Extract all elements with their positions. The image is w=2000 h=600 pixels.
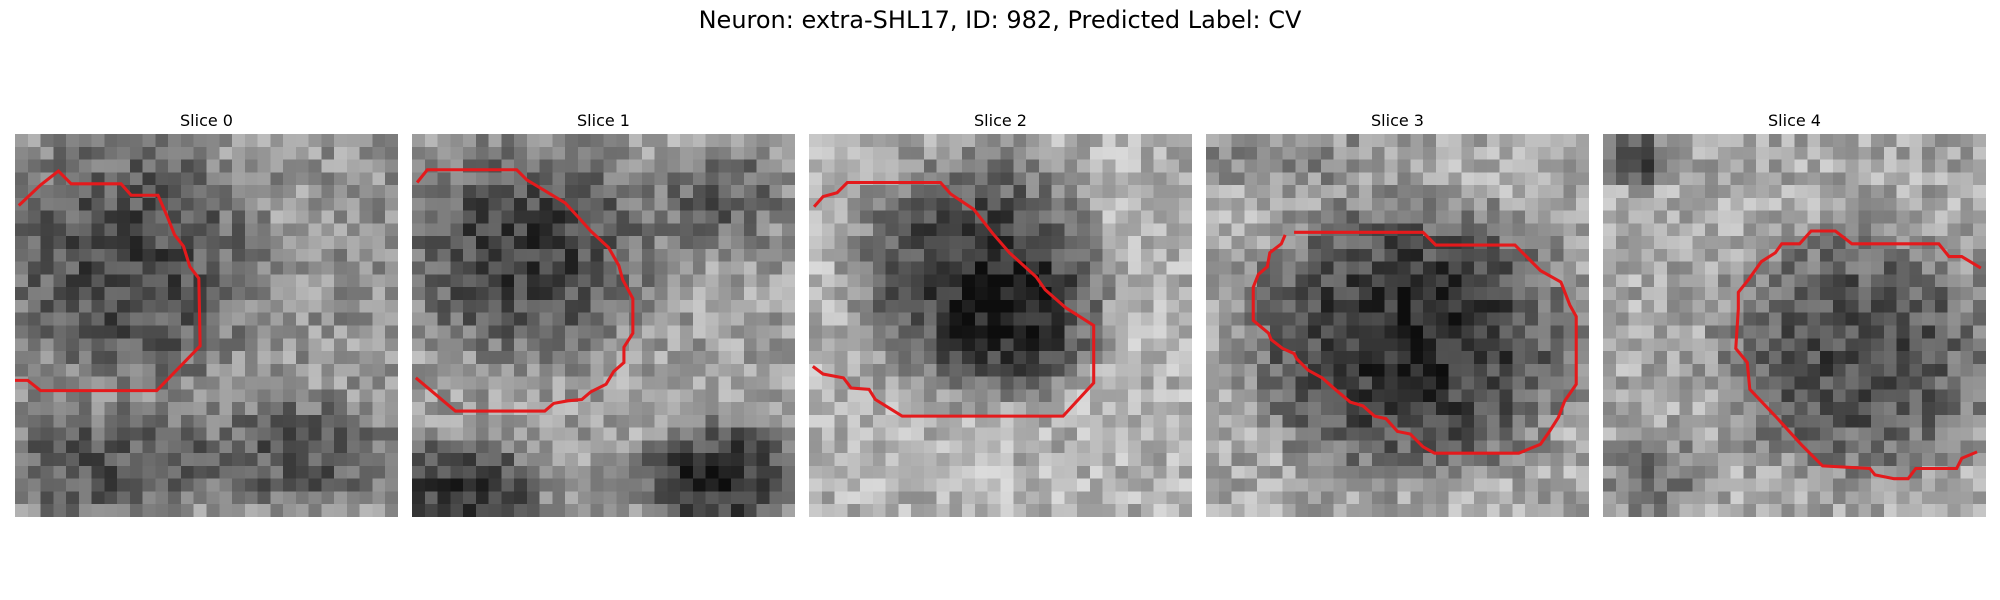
slice-title-3: Slice 3 <box>1371 111 1424 130</box>
figure-title: Neuron: extra-SHL17, ID: 982, Predicted … <box>698 6 1302 34</box>
roi-contour-1 <box>414 168 635 413</box>
slice-panel-1: Slice 1 <box>412 108 795 517</box>
roi-contour-0 <box>15 168 202 393</box>
slice-panel-3: Slice 3 <box>1206 108 1589 517</box>
slice-panel-4: Slice 4 <box>1603 108 1986 517</box>
slice-title-4: Slice 4 <box>1768 111 1821 130</box>
roi-contour-4 <box>1734 229 1982 481</box>
slice-title-0: Slice 0 <box>180 111 233 130</box>
roi-contour-3 <box>1251 230 1578 455</box>
roi-contour-2 <box>811 180 1096 418</box>
slice-image-0 <box>15 134 398 517</box>
slice-panel-2: Slice 2 <box>809 108 1192 517</box>
slice-title-1: Slice 1 <box>577 111 630 130</box>
slice-image-2 <box>809 134 1192 517</box>
slice-panel-0: Slice 0 <box>15 108 398 517</box>
slice-title-2: Slice 2 <box>974 111 1027 130</box>
slice-image-4 <box>1603 134 1986 517</box>
slice-image-1 <box>412 134 795 517</box>
slice-image-3 <box>1206 134 1589 517</box>
